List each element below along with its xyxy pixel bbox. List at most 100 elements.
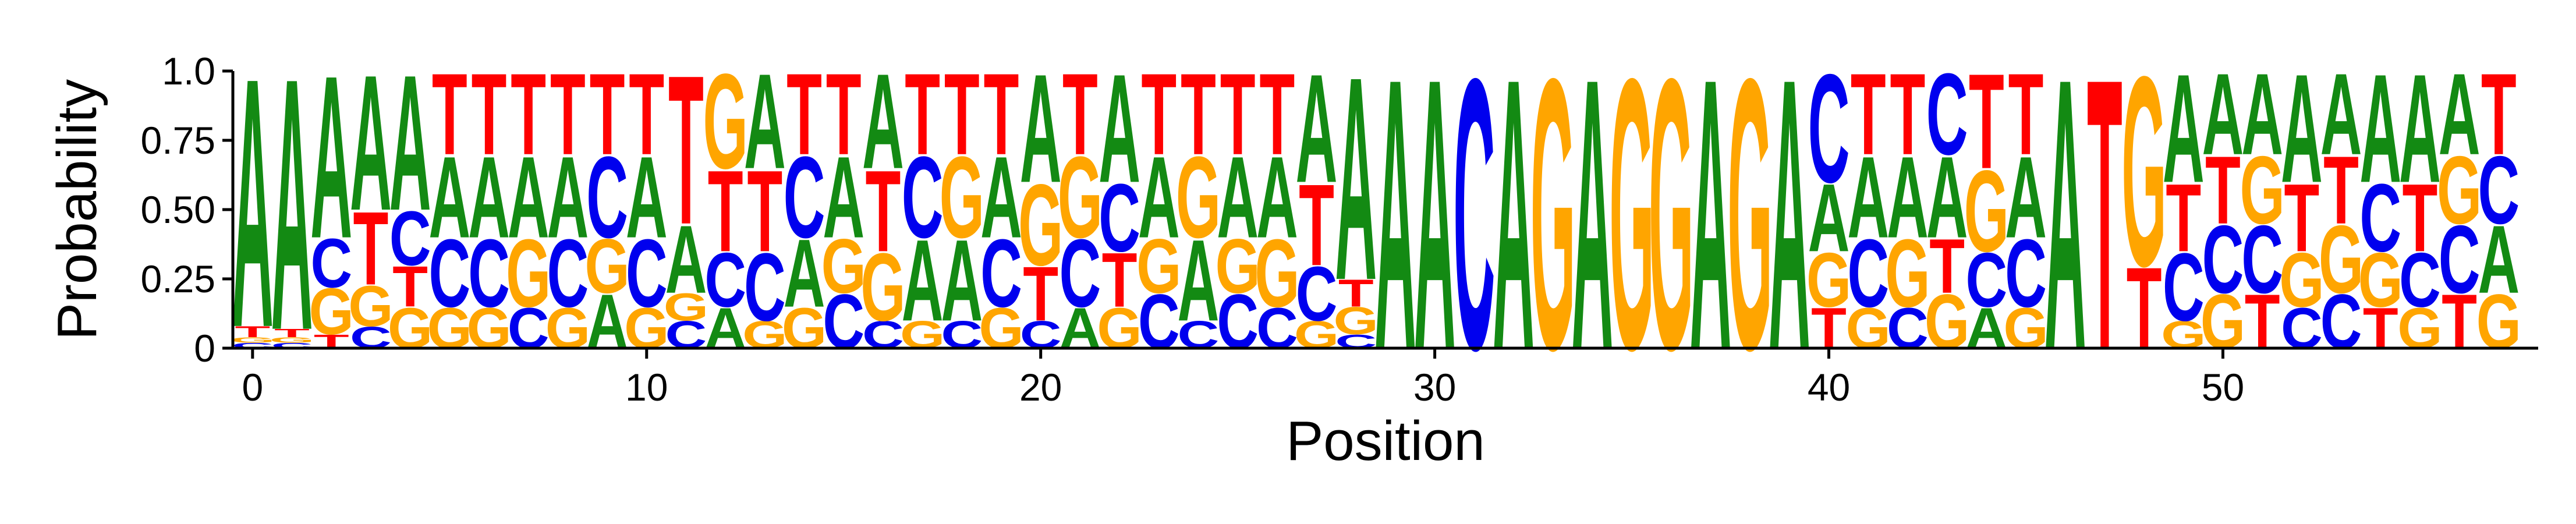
logo-letter-A-pos-43: A (1926, 133, 1968, 263)
logo-letter-C-pos-31: C (1453, 0, 1495, 430)
logo-letter-T-pos-6: T (472, 49, 507, 179)
logo-letter-C-pos-23: C (1138, 278, 1180, 364)
logo-letter-G-pos-8: G (545, 296, 590, 361)
logo-letter-A-pos-45: A (2005, 133, 2047, 263)
logo-letter-A-pos-14: A (784, 219, 825, 328)
logo-letter-A-pos-57: A (2478, 206, 2520, 314)
logo-letter-G-pos-36: G (1649, 0, 1693, 430)
logo-letter-T-pos-3: T (353, 190, 389, 306)
logo-letter-A-pos-1: A (271, 3, 313, 405)
logo-letter-C-pos-45: C (2005, 219, 2047, 328)
x-tick-label-0: 0 (242, 366, 263, 409)
y-tick-label-2: 0.50 (141, 188, 215, 231)
logo-letter-A-pos-49: A (2163, 41, 2205, 215)
logo-letter-C-pos-27: C (1296, 250, 1338, 337)
logo-letter-A-pos-4: A (389, 34, 431, 250)
logo-letter-T-pos-41: T (1851, 49, 1886, 179)
x-tick-label-3: 30 (1413, 366, 1456, 409)
logo-letter-T-pos-17: T (905, 49, 940, 179)
logo-letter-T-pos-4: T (392, 254, 428, 319)
logo-letter-T-pos-28: T (1338, 271, 1374, 315)
logo-letter-A-pos-8: A (547, 133, 589, 263)
logo-letter-C-pos-40: C (1808, 41, 1850, 215)
logo-letter-T-pos-50: T (2205, 137, 2241, 245)
logo-letter-T-pos-27: T (1299, 160, 1334, 290)
logo-letter-G-pos-56: G (2437, 137, 2482, 245)
logo-letter-C-pos-10: C (626, 219, 668, 328)
logo-letter-A-pos-7: A (508, 133, 550, 263)
logo-letter-T-pos-56: T (2442, 278, 2477, 364)
logo-letter-A-pos-52: A (2281, 41, 2323, 215)
logo-letter-G-pos-51: G (2240, 137, 2284, 245)
logo-letter-A-pos-19: A (980, 133, 1022, 263)
x-axis-ticks: 0 10 20 30 40 50 (242, 348, 2244, 409)
logo-letter-A-pos-54: A (2359, 41, 2401, 215)
x-tick-label-2: 20 (1019, 366, 1062, 409)
logo-letter-G-pos-55: G (2397, 296, 2442, 361)
logo-letter-T-pos-43: T (1929, 223, 1965, 309)
x-tick-label-5: 50 (2202, 366, 2244, 409)
logo-letter-C-pos-51: C (2241, 206, 2283, 314)
y-axis-title: Probability (46, 79, 108, 340)
logo-letter-G-pos-21: G (1058, 133, 1103, 263)
logo-letter-C-pos-44: C (1965, 237, 2007, 323)
logo-letter-T-pos-23: T (1141, 49, 1177, 179)
logo-letter-C-pos-22: C (1099, 164, 1140, 272)
y-tick-label-3: 0.75 (141, 119, 215, 162)
logo-letter-C-pos-5: C (428, 219, 470, 328)
logo-letter-T-pos-14: T (786, 49, 822, 179)
logo-letter-T-pos-18: T (944, 49, 980, 179)
logo-letter-G-pos-19: G (979, 296, 1023, 361)
logo-letter-G-pos-24: G (1176, 133, 1221, 263)
logo-letter-A-pos-53: A (2320, 49, 2362, 179)
logo-letter-T-pos-16: T (866, 147, 901, 277)
logo-letter-A-pos-42: A (1887, 133, 1929, 263)
logo-letter-T-pos-5: T (432, 49, 467, 179)
logo-letter-T-pos-44: T (1969, 45, 2004, 197)
logo-letter-T-pos-10: T (629, 49, 664, 179)
logo-letter-G-pos-16: G (860, 233, 905, 342)
logo-letter-G-pos-52: G (2279, 237, 2324, 323)
logo-letter-C-pos-25: C (1217, 278, 1259, 364)
y-tick-label-0: 0 (194, 327, 215, 370)
logo-letter-T-pos-42: T (1890, 49, 1926, 179)
logo-letter-A-pos-56: A (2439, 49, 2481, 179)
logo-letter-C-pos-17: C (902, 133, 944, 263)
logo-letter-C-pos-13: C (744, 233, 786, 342)
logo-letter-A-pos-25: A (1217, 133, 1259, 263)
logo-letter-A-pos-18: A (941, 216, 983, 346)
logo-letter-A-pos-3: A (350, 34, 392, 250)
logo-letter-T-pos-55: T (2403, 164, 2438, 272)
x-tick-label-4: 40 (1808, 366, 1850, 409)
logo-letter-A-pos-11: A (665, 206, 707, 314)
logo-letter-T-pos-11: T (668, 30, 704, 268)
logo-letter-C-pos-42: C (1887, 296, 1929, 361)
logo-letter-G-pos-43: G (1925, 278, 1969, 364)
logo-letter-A-pos-9: A (586, 278, 628, 364)
logo-letter-C-pos-4: C (389, 195, 431, 281)
logo-letter-G-pos-5: G (427, 296, 472, 361)
logo-letter-A-pos-46: A (2044, 0, 2086, 430)
logo-letter-C-pos-43: C (1926, 49, 1968, 179)
logo-letter-A-pos-44: A (1965, 296, 2007, 361)
logo-letter-A-pos-32: A (1493, 0, 1535, 430)
logo-letter-G-pos-42: G (1885, 219, 1930, 328)
logo-letter-G-pos-23: G (1136, 223, 1181, 309)
logo-letter-A-pos-51: A (2241, 49, 2283, 179)
logo-letter-T-pos-26: T (1259, 49, 1295, 179)
logo-letter-C-pos-53: C (2320, 278, 2362, 364)
logo-letter-A-pos-40: A (1808, 164, 1850, 272)
logo-letter-G-pos-41: G (1846, 296, 1891, 361)
logo-letter-G-pos-48: G (2121, 20, 2166, 323)
logo-letter-A-pos-10: A (626, 133, 668, 263)
logo-letter-T-pos-1: T (274, 327, 310, 339)
logo-letter-T-pos-49: T (2166, 164, 2201, 272)
logo-letter-T-pos-47: T (2087, 0, 2123, 430)
logo-letter-T-pos-24: T (1181, 49, 1216, 179)
logo-letter-A-pos-50: A (2202, 49, 2244, 179)
logo-letter-A-pos-21: A (1059, 296, 1101, 361)
y-tick-label-1: 0.25 (141, 257, 215, 300)
logo-letter-A-pos-23: A (1138, 133, 1180, 263)
logo-letter-A-pos-12: A (704, 296, 746, 361)
